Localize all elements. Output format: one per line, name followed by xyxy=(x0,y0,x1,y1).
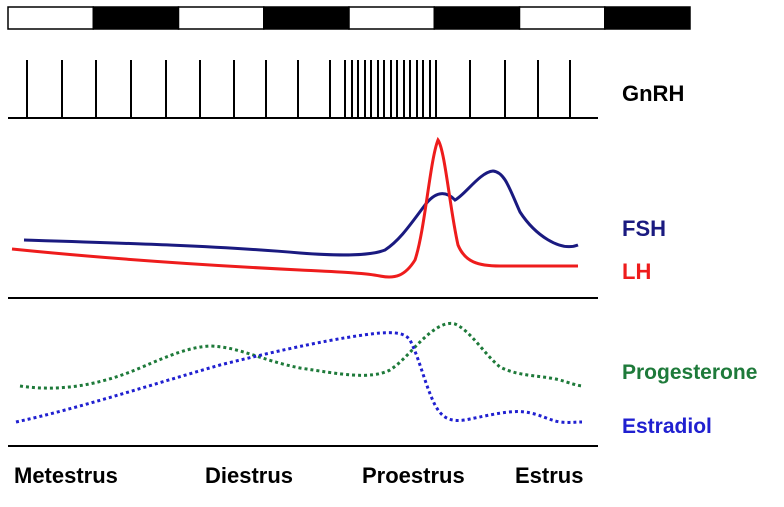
bar-segment-dark xyxy=(92,6,180,30)
bar-segment-light xyxy=(518,6,606,30)
light-dark-bar xyxy=(7,6,691,30)
bar-segment-dark xyxy=(604,6,691,30)
progesterone-label: Progesterone xyxy=(622,361,757,384)
lh-label: LH xyxy=(622,259,651,284)
stage-label-diestrus: Diestrus xyxy=(205,463,293,488)
estradiol-curve xyxy=(15,331,583,424)
bar-segment-dark xyxy=(433,6,521,30)
fsh-label: FSH xyxy=(622,216,666,241)
lh-curve xyxy=(11,136,578,279)
bar-segment-light xyxy=(177,6,265,30)
estradiol-label: Estradiol xyxy=(622,415,712,438)
gnrh-label: GnRH xyxy=(622,81,684,106)
fsh-curve xyxy=(23,169,579,257)
stage-label-proestrus: Proestrus xyxy=(362,463,465,488)
stage-label-metestrus: Metestrus xyxy=(14,463,118,488)
bar-segment-light xyxy=(348,6,435,30)
gnrh-pulses xyxy=(26,60,571,118)
progesterone-curve xyxy=(19,321,583,390)
bar-segment-light xyxy=(7,6,94,30)
bar-segment-dark xyxy=(263,6,350,30)
stage-label-estrus: Estrus xyxy=(515,463,583,488)
